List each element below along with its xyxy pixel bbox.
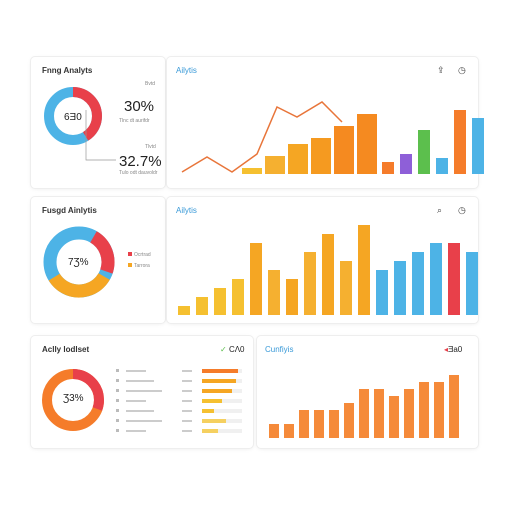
clock-icon[interactable]: ◷ xyxy=(458,205,466,215)
bar xyxy=(359,389,369,438)
panel-3-badge-2: ◂Ǝa0 xyxy=(444,345,463,354)
panel-2-donut xyxy=(43,226,115,298)
bar xyxy=(357,114,377,174)
bar xyxy=(412,252,424,315)
panel-2-donut-label: 7Ʒ% xyxy=(68,257,89,268)
stat-2-label: Tlvtd xyxy=(145,144,156,150)
bar xyxy=(434,382,444,438)
panel-2-title: Fusgd Ainlytis xyxy=(42,206,97,215)
bar xyxy=(419,382,429,438)
stat-1-caption: Tlnc dt aurifdr xyxy=(119,118,150,124)
bar xyxy=(382,162,394,174)
bar xyxy=(284,424,294,438)
bar xyxy=(374,389,384,438)
panel-1-donut xyxy=(44,87,102,145)
progress-row xyxy=(116,428,246,434)
bar xyxy=(196,297,208,315)
bar xyxy=(376,270,388,315)
bar xyxy=(269,424,279,438)
bar xyxy=(449,375,459,438)
progress-row xyxy=(116,398,246,404)
bar xyxy=(322,234,334,315)
bar xyxy=(334,126,354,174)
bar xyxy=(454,110,466,174)
progress-row xyxy=(116,418,246,424)
connector-line xyxy=(85,110,116,161)
trend-line xyxy=(181,101,343,173)
bar xyxy=(436,158,448,174)
panel-3-donut-label: Ʒ3% xyxy=(63,393,84,404)
bar xyxy=(242,168,262,174)
chart-2 xyxy=(178,225,478,315)
bar xyxy=(329,410,339,438)
bar xyxy=(299,410,309,438)
panel-1-title: Fnng Analyts xyxy=(42,66,93,75)
bar xyxy=(265,156,285,174)
panel-1-donut-label: 6Ǝ0 xyxy=(64,112,82,123)
progress-row xyxy=(116,378,246,384)
bar xyxy=(314,410,324,438)
stat-2-caption: Tulo odt dauvoldr xyxy=(119,170,158,176)
bar xyxy=(358,225,370,315)
bar xyxy=(400,154,412,174)
bar xyxy=(232,279,244,315)
stat-1-label: Bvtd xyxy=(145,81,156,87)
bar xyxy=(448,243,460,315)
bar xyxy=(404,389,414,438)
bar xyxy=(340,261,352,315)
panel-3-badge: ✓ CɅ0 xyxy=(220,345,245,354)
bar xyxy=(311,138,331,174)
bar xyxy=(268,270,280,315)
bar xyxy=(344,403,354,438)
legend-item-1: Ocrtrad xyxy=(128,252,151,258)
bar xyxy=(304,252,316,315)
stat-2-value: 32.7% xyxy=(119,153,162,170)
progress-list xyxy=(116,368,246,438)
bar xyxy=(430,243,442,315)
bar xyxy=(466,252,478,315)
panel-3-title: Aclly lodlset xyxy=(42,345,90,354)
bar xyxy=(178,306,190,315)
bar xyxy=(288,144,308,174)
bar xyxy=(286,279,298,315)
bar xyxy=(250,243,262,315)
bar xyxy=(214,288,226,315)
progress-row xyxy=(116,408,246,414)
search-icon[interactable]: ⌕ xyxy=(437,205,443,215)
progress-row xyxy=(116,368,246,374)
bar xyxy=(394,261,406,315)
panel-1-chart-title: Ailytis xyxy=(176,66,197,75)
panel-3-chart-title: Cunfiyis xyxy=(265,345,294,354)
panel-3-donut xyxy=(42,369,104,431)
bar xyxy=(389,396,399,438)
bar xyxy=(418,130,430,174)
bar xyxy=(472,118,484,174)
panel-2-chart-title: Ailytis xyxy=(176,206,197,215)
legend-item-2: Tarrora xyxy=(128,263,150,269)
stat-1-value: 30% xyxy=(124,98,155,115)
chart-3 xyxy=(269,375,459,438)
progress-row xyxy=(116,388,246,394)
chart-1 xyxy=(181,101,484,174)
share-icon[interactable]: ⇪ xyxy=(437,65,445,75)
clock-icon[interactable]: ◷ xyxy=(458,65,466,75)
